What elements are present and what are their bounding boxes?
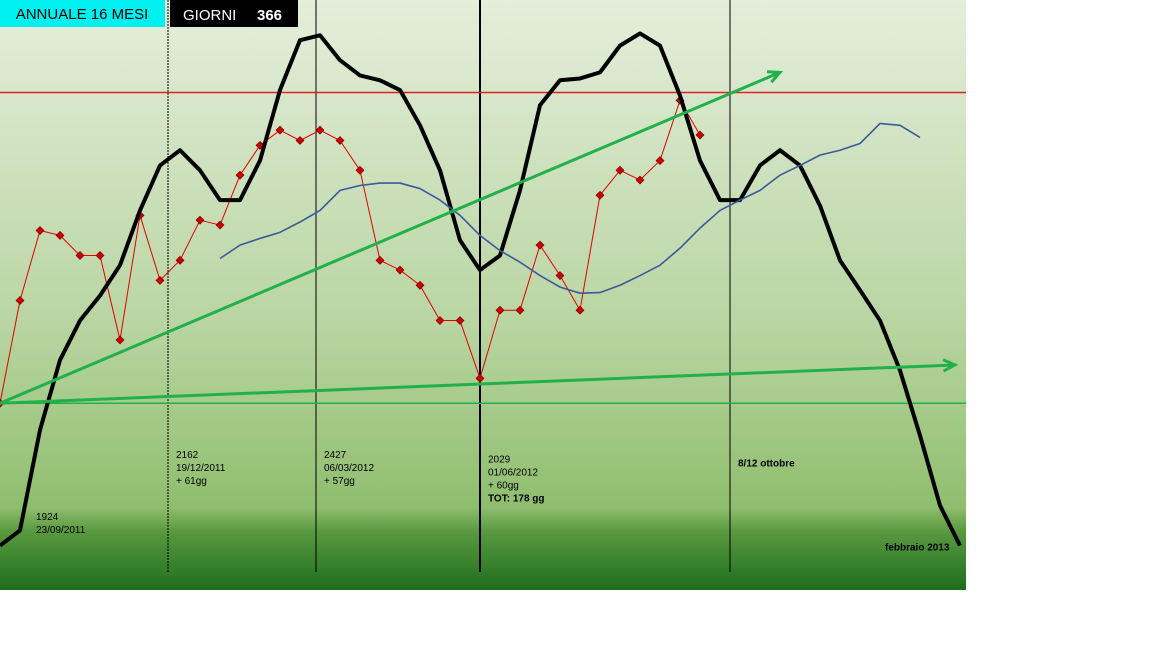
data-point xyxy=(615,165,625,175)
arrow-head xyxy=(766,70,784,84)
data-point xyxy=(455,316,465,325)
data-point xyxy=(175,255,185,265)
trend-line xyxy=(0,363,956,405)
annotation-text: 2427 xyxy=(324,450,347,461)
data-point xyxy=(35,226,45,235)
data-point xyxy=(395,265,405,275)
annotation-text: 01/06/2012 xyxy=(488,467,538,478)
data-point xyxy=(575,305,585,315)
annotation-text: 23/09/2011 xyxy=(36,525,86,536)
annotation-text: + 60gg xyxy=(488,480,519,491)
annotation-text: 1924 xyxy=(36,512,59,523)
data-point xyxy=(515,305,525,315)
series-line xyxy=(0,99,701,404)
annotation-text: 19/12/2011 xyxy=(176,463,226,474)
data-point xyxy=(155,275,165,285)
title-box xyxy=(0,0,165,27)
data-point xyxy=(355,165,365,175)
data-point xyxy=(495,305,505,315)
data-point xyxy=(55,230,65,240)
data-point xyxy=(375,255,385,265)
data-point xyxy=(235,170,245,180)
data-point xyxy=(75,251,85,260)
annotation-text: + 57gg xyxy=(324,476,355,487)
annotation-text: febbraio 2013 xyxy=(885,542,950,553)
chart-title: ANNUALE 16 MESI xyxy=(16,6,149,23)
arrow-head xyxy=(942,358,959,373)
subtitle-label: GIORNI xyxy=(183,7,236,24)
subtitle-value: 366 xyxy=(257,7,282,24)
data-point xyxy=(635,175,645,185)
subtitle-box xyxy=(170,0,298,27)
plot-area xyxy=(0,0,966,590)
data-point xyxy=(535,240,545,250)
data-point xyxy=(15,296,25,305)
annotation-text: 2162 xyxy=(176,450,199,461)
data-point xyxy=(475,373,485,383)
data-point xyxy=(655,156,665,166)
data-point xyxy=(695,130,705,140)
data-point xyxy=(95,251,105,260)
annotation-text: 8/12 ottobre xyxy=(738,459,795,470)
data-point xyxy=(595,190,605,200)
data-point xyxy=(335,136,345,145)
data-point xyxy=(435,316,445,325)
data-point xyxy=(295,136,305,145)
data-point xyxy=(195,215,205,225)
annotation-text: 2029 xyxy=(488,454,511,465)
series-line xyxy=(219,122,921,294)
data-point xyxy=(115,335,125,345)
data-point xyxy=(555,271,565,280)
annotation-text: + 61gg xyxy=(176,476,207,487)
data-point xyxy=(315,125,325,135)
data-point xyxy=(415,280,425,290)
trend-line xyxy=(0,71,781,405)
annotation-text: 06/03/2012 xyxy=(324,463,374,474)
data-point xyxy=(275,125,285,135)
data-point xyxy=(215,220,225,230)
annotation-text: TOT: 178 gg xyxy=(488,493,545,504)
